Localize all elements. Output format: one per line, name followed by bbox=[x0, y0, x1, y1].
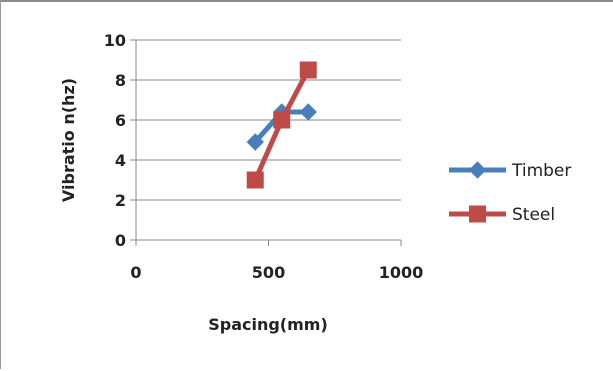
data-point-timber-2 bbox=[299, 103, 317, 121]
series-steel bbox=[246, 61, 317, 189]
tick-labels: 0 2 4 6 8 10 0 500 1000 bbox=[104, 31, 424, 282]
y-tick-label-8: 8 bbox=[115, 71, 126, 90]
data-point-steel-0 bbox=[246, 171, 264, 189]
y-axis-title: Vibratio n(hz) bbox=[59, 78, 78, 202]
legend-marker-steel bbox=[469, 205, 486, 223]
y-tick-label-6: 6 bbox=[115, 111, 126, 130]
x-axis-title: Spacing(mm) bbox=[208, 315, 328, 334]
legend-item-timber: Timber bbox=[449, 161, 571, 181]
legend-label-timber: Timber bbox=[511, 161, 571, 181]
y-tick-label-0: 0 bbox=[115, 231, 126, 250]
data-point-steel-2 bbox=[299, 61, 317, 79]
x-tick-label-0: 0 bbox=[130, 263, 141, 282]
axes bbox=[130, 39, 402, 246]
legend: Timber Steel bbox=[449, 161, 571, 225]
y-tick-label-10: 10 bbox=[104, 31, 126, 50]
legend-marker-timber bbox=[468, 161, 487, 179]
x-tick-label-500: 500 bbox=[252, 263, 285, 282]
data-point-timber-0 bbox=[246, 133, 264, 151]
gridlines bbox=[136, 39, 401, 201]
y-tick-label-2: 2 bbox=[115, 191, 126, 210]
data-point-steel-1 bbox=[273, 111, 291, 129]
legend-label-steel: Steel bbox=[512, 205, 555, 225]
legend-item-steel: Steel bbox=[449, 205, 555, 225]
y-tick-label-4: 4 bbox=[115, 151, 126, 170]
series-layer bbox=[246, 61, 317, 189]
x-tick-label-1000: 1000 bbox=[379, 263, 424, 282]
